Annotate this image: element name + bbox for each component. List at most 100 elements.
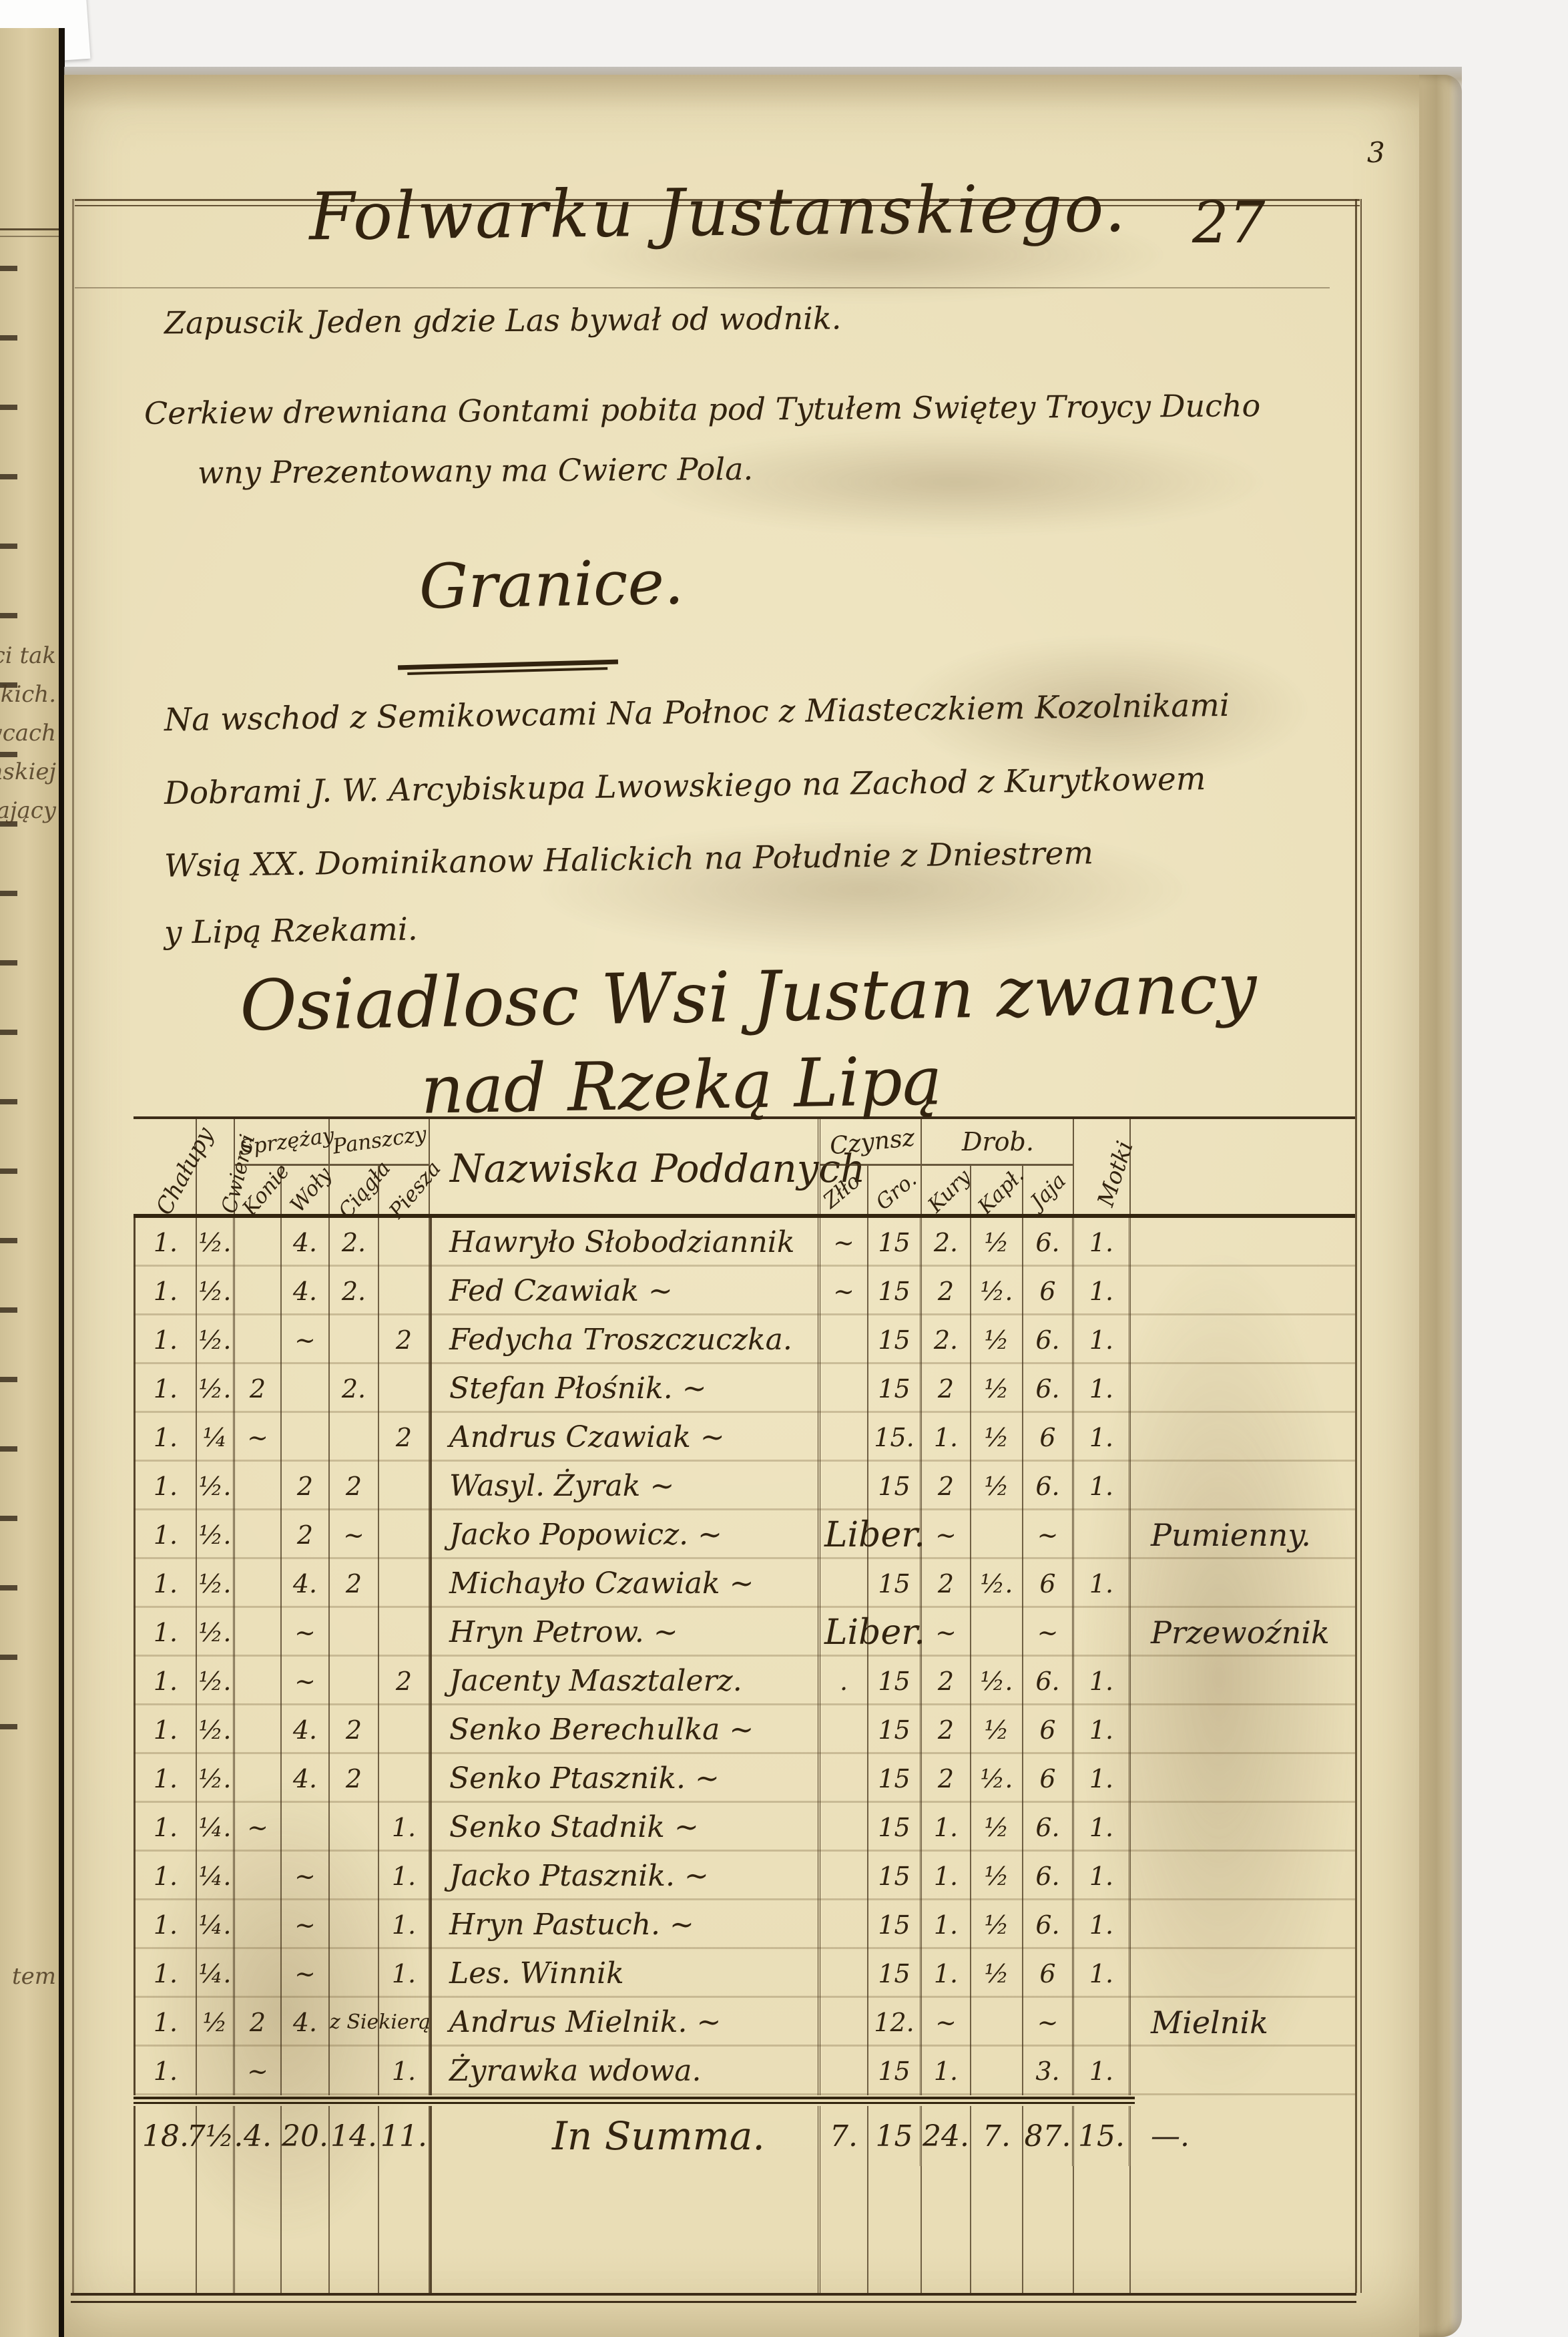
table-cell: 2 xyxy=(379,1657,430,1705)
table-cell: ½ xyxy=(971,1315,1023,1364)
table-cell xyxy=(1131,1852,1355,1900)
table-row: 1. ½. 4. 2. Fed Czawiak ~ ~15 2 ½. 6 1. xyxy=(134,1267,1355,1315)
table-cell xyxy=(971,2166,1023,2293)
table-cell: 18. xyxy=(134,2106,197,2166)
table-cell xyxy=(282,2166,330,2293)
header-group-czynsz: Czynsz xyxy=(820,1119,922,1166)
intro-line-2: Cerkiew drewniana Gontami pobita pod Tyt… xyxy=(144,387,1261,431)
rule-top xyxy=(75,199,1360,206)
table-cell: Jacko Popowicz. ~ xyxy=(430,1510,820,1559)
table-cell: Stefan Płośnik. ~ xyxy=(430,1364,820,1413)
table-cell xyxy=(820,1754,868,1803)
table-cell: 15 xyxy=(868,1949,922,1998)
table-cell: ½. xyxy=(197,1364,235,1413)
table-row: 1. ¼. ~1. Hryn Pastuch. ~15 1. ½ 6. 1. xyxy=(134,1900,1355,1949)
table-row: 1. ¼. ~1. Senko Stadnik ~15 1. ½ 6. 1. xyxy=(134,1803,1355,1852)
table-cell xyxy=(868,1608,922,1657)
table-cell: ~ xyxy=(820,1267,868,1315)
granice-flourish xyxy=(397,659,619,670)
table-cell: ~ xyxy=(282,1315,330,1364)
table-cell: 11. xyxy=(379,2106,430,2166)
table-cell: 1. xyxy=(134,1559,197,1608)
table-cell: ¼. xyxy=(197,1949,235,1998)
table-cell xyxy=(235,1608,282,1657)
table-cell: ~ xyxy=(922,1998,971,2047)
table-cell: —. xyxy=(1151,2119,1190,2153)
table-cell: Andrus Mielnik. ~ xyxy=(430,1998,820,2047)
table-cell: 1. xyxy=(1074,1900,1131,1949)
table-cell: 2 xyxy=(922,1705,971,1754)
table-cell xyxy=(1131,1559,1355,1608)
summary-row-container: 18. 7½. 4. 20. 14. 11. In Summa. 7. 15 24. 7. 87. 15… xyxy=(134,2106,1355,2166)
table-row: 1. ½. 4. 2 Michayło Czawiak ~15 2 ½. 6 1. xyxy=(134,1559,1355,1608)
table-cell: 6. xyxy=(1023,1364,1074,1413)
table-cell: Liber. xyxy=(820,1510,925,1559)
table-cell: 1. xyxy=(134,1218,197,1267)
table-cell: 4. xyxy=(282,1559,330,1608)
table-cell: 4. xyxy=(282,1754,330,1803)
table-cell xyxy=(1023,2166,1074,2293)
table-cell: ½. xyxy=(971,1559,1023,1608)
intro-line-3: wny Prezentowany ma Cwierc Pola. xyxy=(197,451,754,491)
table-cell: ½ xyxy=(971,1852,1023,1900)
table-cell: 4. xyxy=(282,1267,330,1315)
table-cell: ½. xyxy=(197,1267,235,1315)
table-cell: 12. xyxy=(868,1998,922,2047)
table-header: Chałupy Cwierci Sprzężay Konie Woły Pans… xyxy=(134,1116,1355,1223)
table-cell: ½. xyxy=(197,1315,235,1364)
table-cell xyxy=(1131,1900,1355,1949)
table-cell xyxy=(197,2047,235,2095)
table-cell xyxy=(235,1267,282,1315)
table-cell: 1. xyxy=(134,1900,197,1949)
table-cell: . xyxy=(820,1657,868,1705)
page: 3 Folwarku Justanskiego. 27 Zapuscik Jed… xyxy=(64,75,1419,2337)
table-cell: Fedycha Troszczuczka. xyxy=(430,1315,820,1364)
table-cell: ½. xyxy=(197,1754,235,1803)
table-cell: 7. xyxy=(820,2106,868,2166)
table-cell: 6 xyxy=(1023,1267,1074,1315)
table-cell: 15 xyxy=(868,1364,922,1413)
table-empty-tail xyxy=(134,2166,1355,2293)
table-cell: 7½. xyxy=(187,2106,243,2166)
table-cell: ½ xyxy=(971,1364,1023,1413)
page-title: Folwarku Justanskiego. xyxy=(308,170,1128,256)
header-group-sprzezaj: Sprzężay xyxy=(235,1119,336,1166)
table-cell xyxy=(820,2166,868,2293)
table-cell: ~ xyxy=(922,1510,971,1559)
table-cell xyxy=(1131,1705,1355,1754)
table-cell: 1. xyxy=(134,1705,197,1754)
table-cell: 4. xyxy=(282,1705,330,1754)
table-row: 1. ¼. ~1. Jacko Ptasznik. ~15 1. ½ 6. 1. xyxy=(134,1852,1355,1900)
table-cell xyxy=(1131,1803,1355,1852)
table-cell xyxy=(330,2047,379,2095)
table-cell xyxy=(1131,1218,1355,1267)
header-cwierci: Cwierci xyxy=(197,1119,260,1216)
table-cell: 6. xyxy=(1023,1657,1074,1705)
table-cell xyxy=(820,1998,868,2047)
table-cell: ~ xyxy=(282,1900,330,1949)
header-jaja: Jaja xyxy=(1023,1166,1074,1214)
previous-page-text-fragment: skich. xyxy=(0,681,56,708)
table-cell: 2. xyxy=(330,1267,379,1315)
table-cell: 2 xyxy=(330,1462,379,1510)
table-cell xyxy=(868,1510,922,1559)
table-cell: Pumienny. xyxy=(1151,1516,1311,1553)
table-cell: 1. xyxy=(922,1900,971,1949)
table-cell: 1. xyxy=(134,1657,197,1705)
table-cell: ½ xyxy=(971,1462,1023,1510)
header-ciagla: Ciągła xyxy=(330,1156,395,1223)
table-cell: 15 xyxy=(868,2106,922,2166)
table-cell: ½ xyxy=(197,1998,235,2047)
table-cell xyxy=(282,1364,330,1413)
table-cell xyxy=(235,1559,282,1608)
table-cell: ½. xyxy=(197,1559,235,1608)
folio-number: 27 xyxy=(1192,190,1266,256)
table-cell: Jacko Ptasznik. ~ xyxy=(430,1852,820,1900)
table-cell: 2 xyxy=(330,1705,379,1754)
table-cell xyxy=(379,2166,430,2293)
table-cell: 2 xyxy=(922,1462,971,1510)
table-cell: 1. xyxy=(1074,1657,1131,1705)
table-cell: z Siekierą xyxy=(330,1998,431,2047)
table-cell: 1. xyxy=(379,2047,430,2095)
table-cell: Senko Berechulka ~ xyxy=(430,1705,820,1754)
